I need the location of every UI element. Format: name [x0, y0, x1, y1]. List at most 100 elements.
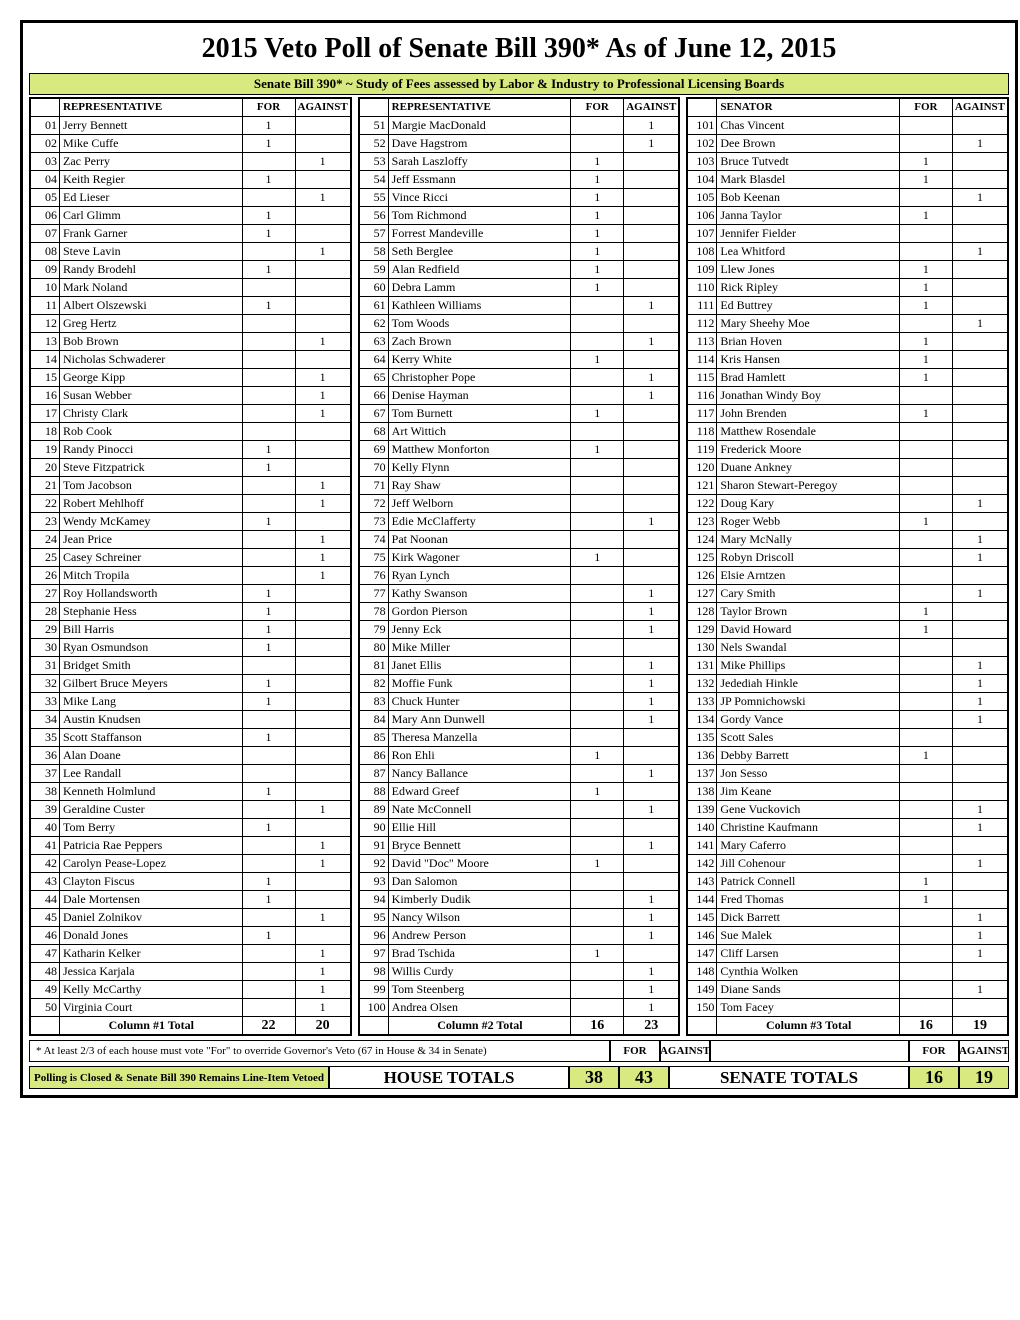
- row-name: Lee Randall: [60, 765, 243, 783]
- row-name: Kelly Flynn: [388, 459, 571, 477]
- table-row: 80Mike Miller: [359, 639, 679, 657]
- row-num: 14: [31, 351, 60, 369]
- row-for: [242, 369, 295, 387]
- row-num: 103: [688, 153, 717, 171]
- row-name: Kirk Wagoner: [388, 549, 571, 567]
- table-row: 87Nancy Ballance1: [359, 765, 679, 783]
- row-against: [295, 585, 350, 603]
- row-for: [571, 711, 624, 729]
- row-against: [624, 639, 679, 657]
- row-for: [899, 189, 952, 207]
- row-num: 104: [688, 171, 717, 189]
- table-row: 109Llew Jones1: [688, 261, 1008, 279]
- row-for: 1: [899, 621, 952, 639]
- row-against: [624, 783, 679, 801]
- table-row: 32Gilbert Bruce Meyers1: [31, 675, 351, 693]
- row-num: 138: [688, 783, 717, 801]
- row-for: [571, 315, 624, 333]
- row-for: 1: [571, 225, 624, 243]
- row-num: 38: [31, 783, 60, 801]
- table-row: 84Mary Ann Dunwell1: [359, 711, 679, 729]
- row-against: [295, 423, 350, 441]
- row-num: 64: [359, 351, 388, 369]
- row-for: [571, 423, 624, 441]
- row-name: Tom Richmond: [388, 207, 571, 225]
- row-for: [571, 693, 624, 711]
- row-for: [899, 639, 952, 657]
- row-for: 1: [242, 261, 295, 279]
- row-name: Robert Mehlhoff: [60, 495, 243, 513]
- row-name: Scott Sales: [717, 729, 900, 747]
- row-num: 141: [688, 837, 717, 855]
- row-against: 1: [952, 945, 1007, 963]
- row-name: Theresa Manzella: [388, 729, 571, 747]
- row-for: [899, 117, 952, 135]
- row-name: Lea Whitford: [717, 243, 900, 261]
- house-totals-label: HOUSE TOTALS: [329, 1066, 569, 1089]
- row-against: [624, 153, 679, 171]
- row-for: 1: [242, 891, 295, 909]
- row-num: 54: [359, 171, 388, 189]
- row-name: Art Wittich: [388, 423, 571, 441]
- row-for: 1: [899, 207, 952, 225]
- table-row: 30Ryan Osmundson1: [31, 639, 351, 657]
- row-name: Tom Facey: [717, 999, 900, 1017]
- table-row: 149Diane Sands1: [688, 981, 1008, 999]
- row-for: 1: [899, 351, 952, 369]
- row-name: Brad Hamlett: [717, 369, 900, 387]
- row-against: 1: [624, 981, 679, 999]
- total-num: [688, 1017, 717, 1035]
- total-for: 16: [571, 1017, 624, 1035]
- row-num: 21: [31, 477, 60, 495]
- table-row: 05Ed Lieser1: [31, 189, 351, 207]
- row-name: Tom Berry: [60, 819, 243, 837]
- row-name: Carl Glimm: [60, 207, 243, 225]
- row-num: 22: [31, 495, 60, 513]
- row-num: 45: [31, 909, 60, 927]
- row-against: [295, 639, 350, 657]
- row-num: 11: [31, 297, 60, 315]
- row-name: Janet Ellis: [388, 657, 571, 675]
- table-row: 123Roger Webb1: [688, 513, 1008, 531]
- total-against: 20: [295, 1017, 350, 1035]
- row-against: [295, 171, 350, 189]
- column-total-row: Column #3 Total1619: [688, 1017, 1008, 1035]
- row-against: [952, 117, 1007, 135]
- row-name: Elsie Arntzen: [717, 567, 900, 585]
- row-for: [571, 567, 624, 585]
- row-num: 144: [688, 891, 717, 909]
- row-for: [571, 477, 624, 495]
- table-row: 70Kelly Flynn: [359, 459, 679, 477]
- row-name: Brian Hoven: [717, 333, 900, 351]
- table-row: 128Taylor Brown1: [688, 603, 1008, 621]
- row-name: Debra Lamm: [388, 279, 571, 297]
- table-row: 62Tom Woods: [359, 315, 679, 333]
- row-against: [952, 765, 1007, 783]
- row-name: Greg Hertz: [60, 315, 243, 333]
- row-num: 02: [31, 135, 60, 153]
- row-against: [295, 819, 350, 837]
- row-against: 1: [624, 585, 679, 603]
- row-for: [899, 963, 952, 981]
- row-for: [899, 477, 952, 495]
- table-col3: SENATOR FOR AGAINST 101Chas Vincent102De…: [687, 98, 1008, 1035]
- table-row: 103Bruce Tutvedt1: [688, 153, 1008, 171]
- row-against: 1: [624, 387, 679, 405]
- row-against: 1: [952, 855, 1007, 873]
- row-against: [952, 225, 1007, 243]
- row-num: 92: [359, 855, 388, 873]
- row-against: 1: [624, 513, 679, 531]
- row-num: 49: [31, 981, 60, 999]
- row-for: [571, 999, 624, 1017]
- table-row: 130Nels Swandal: [688, 639, 1008, 657]
- table-row: 88Edward Greef1: [359, 783, 679, 801]
- row-num: 74: [359, 531, 388, 549]
- row-against: [952, 729, 1007, 747]
- row-name: Mark Noland: [60, 279, 243, 297]
- row-num: 19: [31, 441, 60, 459]
- row-for: 1: [571, 549, 624, 567]
- row-name: Matthew Rosendale: [717, 423, 900, 441]
- row-against: [952, 297, 1007, 315]
- table-row: 93Dan Salomon: [359, 873, 679, 891]
- row-for: [571, 513, 624, 531]
